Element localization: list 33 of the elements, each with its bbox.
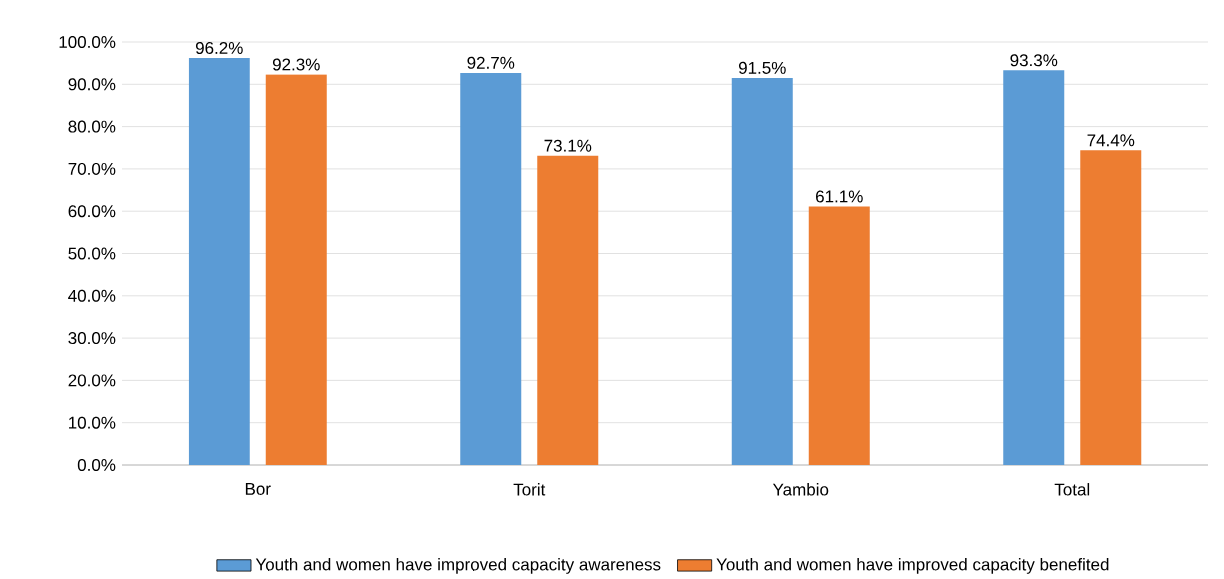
y-tick-label: 0.0% (77, 459, 116, 472)
data-label: 92.7% (467, 56, 515, 69)
x-tick-label: Bor (245, 483, 271, 495)
data-label: 73.1% (544, 139, 592, 152)
data-label: 96.2% (195, 41, 243, 54)
y-tick-label: 40.0% (68, 289, 116, 302)
data-label: 91.5% (738, 61, 786, 74)
data-label: 92.3% (272, 58, 320, 71)
data-label: 61.1% (816, 190, 863, 203)
bar (808, 206, 870, 465)
y-tick-label: 10.0% (69, 416, 116, 429)
y-tick-label: 100.0% (59, 36, 116, 49)
y-tick-label: 90.0% (68, 78, 116, 91)
x-tick-label: Yambio (772, 483, 829, 496)
y-tick-label: 30.0% (68, 332, 116, 345)
y-tick-label: 70.0% (68, 162, 116, 175)
bar (188, 58, 250, 465)
bar (460, 72, 522, 465)
legend-label: Youth and women have improved capacity awareness (255, 557, 661, 574)
bar (537, 155, 599, 465)
y-tick-label: 50.0% (68, 247, 116, 260)
bar (1080, 150, 1142, 465)
legend-label: Youth and women have improved capacity benefited (716, 557, 1109, 574)
y-tick-label: 80.0% (68, 120, 116, 133)
data-label: 93.3% (1010, 54, 1058, 67)
x-tick-label: Torit (513, 483, 546, 496)
data-label: 74.4% (1087, 134, 1135, 147)
bar (731, 77, 793, 465)
bar (1003, 70, 1065, 465)
y-tick-label: 60.0% (68, 205, 116, 218)
bar (265, 74, 327, 465)
x-tick-label: Total (1054, 483, 1090, 496)
y-tick-label: 20.0% (68, 374, 116, 387)
